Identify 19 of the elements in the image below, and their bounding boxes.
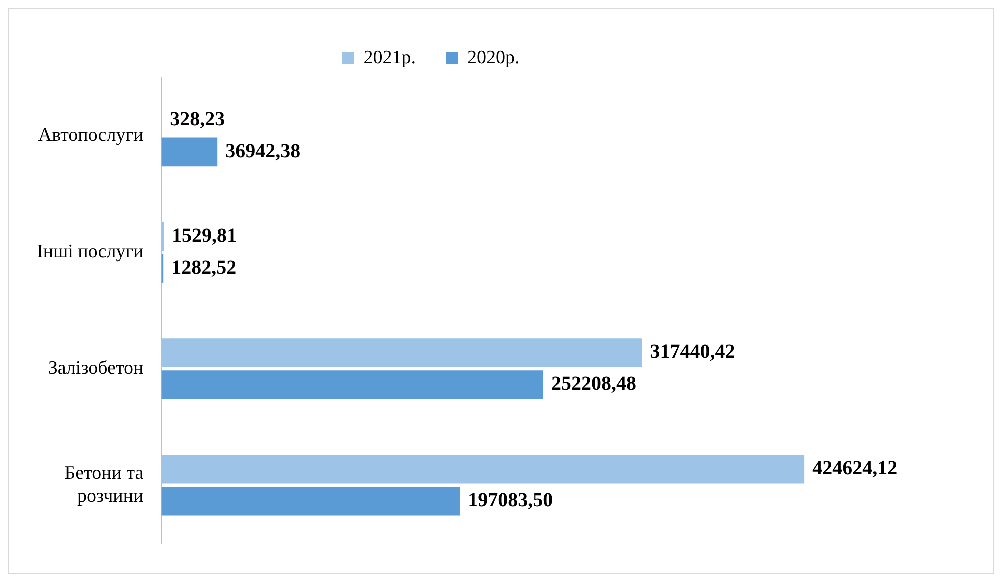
bar [162,487,460,516]
data-label: 252208,48 [552,373,637,396]
legend-label: 2021р. [364,47,416,68]
data-label: 317440,42 [650,341,736,364]
y-tick-label: Залізобетон [48,358,144,379]
data-label: 328,23 [170,108,226,130]
data-label: 197083,50 [468,490,554,512]
data-label: 424624,12 [812,458,898,480]
data-label: 1282,52 [172,256,237,279]
y-tick-label: Автопослуги [38,125,144,146]
y-tick-label: Бетони та розчини [64,462,144,507]
bar [162,370,544,400]
bar [162,454,805,484]
y-tick-label: Інші послуги [37,242,144,263]
legend-label: 2020р. [468,47,520,68]
bar [162,338,642,368]
data-label: 1529,81 [172,224,237,247]
data-label: 36942,38 [226,140,301,162]
bar [162,138,218,167]
